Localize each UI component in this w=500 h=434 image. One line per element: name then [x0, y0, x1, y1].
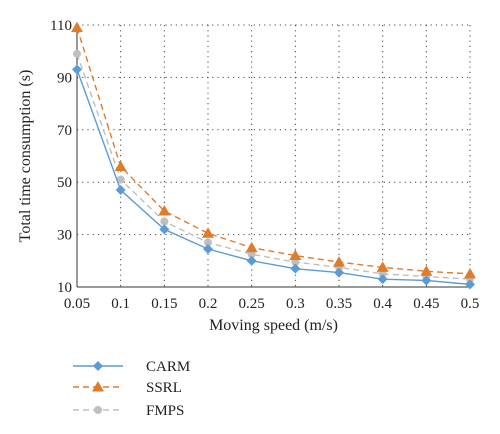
- y-tick-label: 90: [57, 70, 72, 86]
- data-point-carm: [290, 263, 301, 274]
- data-point-carm: [72, 64, 82, 75]
- data-point-ssrl: [114, 160, 127, 171]
- grid-lines: [77, 24, 471, 287]
- data-point-ssrl: [158, 205, 171, 216]
- data-point-carm: [159, 224, 170, 235]
- x-tick-label: 0.3: [286, 296, 305, 312]
- data-point-carm: [246, 255, 257, 266]
- data-point-ssrl: [376, 261, 389, 272]
- legend-item-fmps: FMPS: [73, 403, 184, 419]
- data-point-carm: [377, 274, 388, 285]
- legend-item-carm: CARM: [73, 359, 190, 375]
- series-fmps: [73, 49, 474, 284]
- data-point-fmps: [247, 250, 256, 259]
- axes: [76, 25, 470, 288]
- y-axis-label: Total time consumption (s): [17, 70, 34, 243]
- y-tick-label: 50: [57, 175, 72, 191]
- legend-item-ssrl: SSRL: [73, 380, 182, 396]
- x-tick-labels: 0.05 0.1 0.15 0.2 0.25 0.3 0.35 0.4 0.45 0.5: [64, 296, 480, 312]
- series-line-carm: [76, 69, 471, 286]
- data-point-fmps: [116, 175, 125, 184]
- data-point-fmps: [160, 217, 169, 226]
- y-tick-label: 70: [57, 123, 72, 139]
- data-point-carm: [465, 279, 475, 290]
- legend-label: SSRL: [146, 380, 182, 396]
- x-tick-label: 0.1: [111, 296, 130, 312]
- data-point-carm: [203, 244, 213, 255]
- data-point-fmps: [204, 238, 212, 247]
- series-ssrl: [71, 21, 476, 279]
- legend-label: FMPS: [146, 403, 184, 419]
- x-tick-label: 0.35: [326, 296, 352, 312]
- legend-marker: [94, 406, 102, 414]
- x-tick-label: 0.4: [373, 296, 392, 312]
- series-layer: [71, 21, 476, 290]
- data-point-fmps: [291, 258, 300, 267]
- data-point-fmps: [73, 49, 81, 58]
- x-tick-label: 0.5: [461, 296, 480, 312]
- x-tick-label: 0.2: [199, 296, 218, 312]
- data-point-ssrl: [464, 267, 476, 279]
- y-tick-label: 30: [57, 228, 72, 244]
- data-point-ssrl: [245, 241, 258, 253]
- x-tick-label: 0.25: [239, 296, 265, 312]
- x-tick-label: 0.15: [151, 296, 177, 312]
- data-point-carm: [115, 185, 126, 196]
- data-point-fmps: [378, 269, 387, 278]
- legend-marker: [93, 361, 103, 371]
- data-point-ssrl: [420, 265, 433, 276]
- legend-marker: [92, 381, 104, 392]
- x-axis-label: Moving speed (m/s): [209, 317, 338, 334]
- y-tick-labels: 10 30 50 70 90 110: [50, 18, 72, 296]
- data-point-carm: [421, 275, 432, 286]
- series-line-ssrl: [76, 27, 471, 275]
- legend: CARM SSRL FMPS: [73, 359, 190, 419]
- y-tick-label: 110: [50, 18, 72, 34]
- x-tick-label: 0.45: [413, 296, 439, 312]
- y-tick-label: 10: [57, 280, 72, 296]
- data-point-ssrl: [333, 256, 345, 267]
- legend-label: CARM: [146, 359, 190, 375]
- data-point-ssrl: [71, 21, 83, 33]
- series-carm: [72, 64, 475, 290]
- data-point-ssrl: [202, 227, 214, 238]
- series-line-fmps: [76, 53, 471, 280]
- data-point-carm: [334, 267, 344, 278]
- x-tick-label: 0.05: [64, 296, 90, 312]
- data-point-ssrl: [289, 249, 302, 261]
